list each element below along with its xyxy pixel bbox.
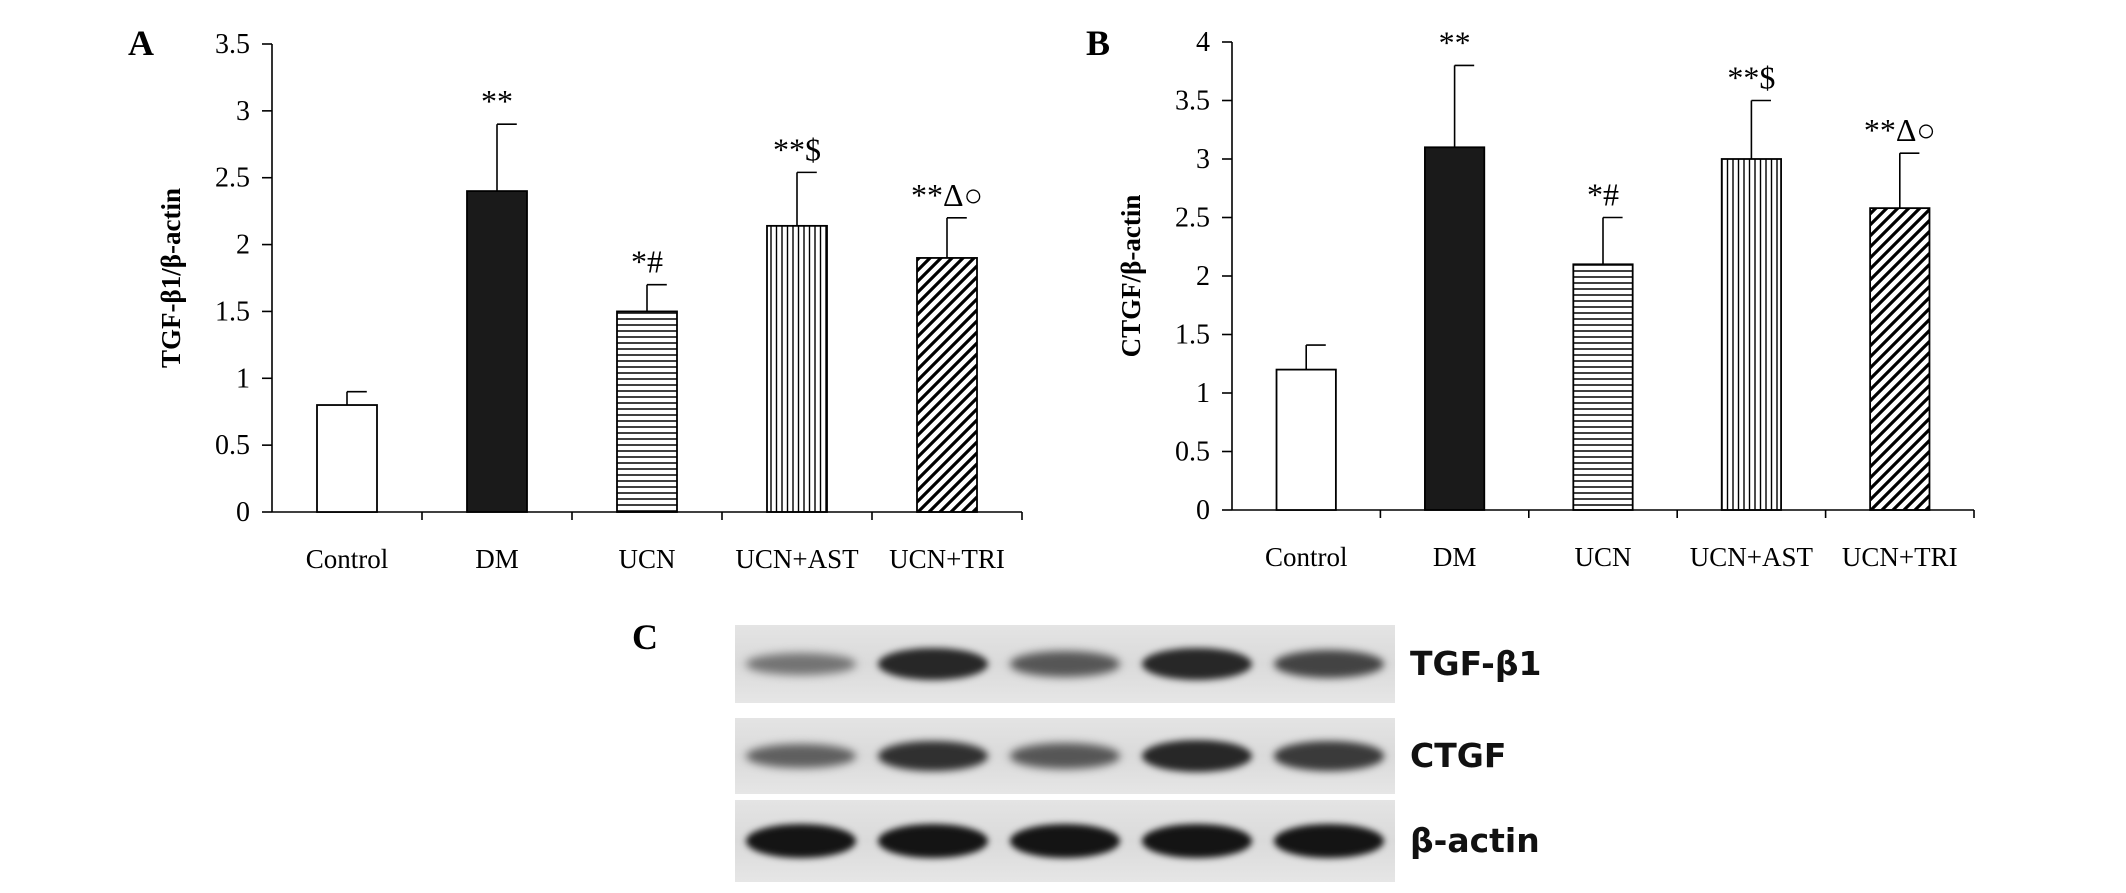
significance-marker: *# bbox=[631, 244, 663, 280]
blot-row bbox=[735, 718, 1395, 794]
panel-label-c: C bbox=[632, 617, 658, 657]
blot-row bbox=[735, 625, 1395, 703]
y-tick-label: 2.5 bbox=[215, 163, 250, 194]
bar-ucn bbox=[1572, 263, 1634, 511]
y-tick-label: 3 bbox=[236, 96, 250, 127]
panel-label-a: A bbox=[128, 23, 154, 63]
blot-band bbox=[1273, 741, 1385, 771]
significance-marker: ** bbox=[481, 83, 513, 119]
bar-control bbox=[1275, 368, 1337, 511]
significance-marker: **Δ○ bbox=[911, 177, 983, 213]
y-tick-label: 3.5 bbox=[1175, 86, 1210, 117]
y-axis-label: CTGF/β-actin bbox=[1116, 195, 1146, 358]
blot-row bbox=[735, 800, 1395, 882]
blot-band bbox=[1141, 823, 1253, 859]
y-tick-label: 2 bbox=[1196, 261, 1210, 292]
x-tick-label: Control bbox=[306, 544, 389, 574]
blot-band bbox=[745, 823, 857, 859]
x-tick-label: UCN+AST bbox=[1690, 542, 1814, 572]
y-tick-label: 0 bbox=[236, 497, 250, 528]
x-tick-label: DM bbox=[475, 544, 519, 574]
bar-ucn-ast bbox=[766, 224, 828, 513]
significance-marker: **$ bbox=[1727, 60, 1775, 96]
y-tick-label: 1.5 bbox=[215, 296, 250, 327]
blot-band bbox=[1273, 649, 1385, 679]
bar-ucn-ast bbox=[1720, 158, 1782, 511]
significance-marker: ** bbox=[1439, 24, 1471, 60]
x-tick-label: UCN+AST bbox=[735, 544, 859, 574]
x-tick-label: DM bbox=[1433, 542, 1477, 572]
blot-label: TGF-β1 bbox=[1410, 644, 1542, 683]
y-tick-label: 4 bbox=[1196, 27, 1210, 58]
x-tick-label: Control bbox=[1265, 542, 1348, 572]
y-tick-label: 2 bbox=[236, 230, 250, 261]
blot-band bbox=[1273, 823, 1385, 859]
y-tick-label: 1 bbox=[236, 363, 250, 394]
y-tick-label: 0 bbox=[1196, 495, 1210, 526]
significance-marker: **$ bbox=[773, 131, 821, 167]
x-tick-label: UCN bbox=[618, 544, 675, 574]
bar-control bbox=[316, 404, 378, 513]
y-tick-label: 1.5 bbox=[1175, 320, 1210, 351]
blot-band bbox=[745, 743, 857, 769]
y-tick-label: 1 bbox=[1196, 378, 1210, 409]
y-axis-label: TGF-β1/β-actin bbox=[156, 188, 186, 368]
bar-dm bbox=[1424, 146, 1486, 511]
y-tick-label: 3.5 bbox=[215, 29, 250, 60]
blot-band bbox=[1141, 739, 1253, 773]
chart-b: 0 0.5 1 1.5 2 2.5 3 3.5 4 CTGF/β-actin Control ** DM… bbox=[1116, 24, 1975, 572]
blot-band bbox=[877, 647, 989, 681]
blot-band bbox=[877, 740, 989, 772]
blot-label: CTGF bbox=[1410, 736, 1507, 775]
x-tick-label: UCN+TRI bbox=[889, 544, 1005, 574]
blot-band bbox=[1009, 743, 1121, 769]
panel-label-b: B bbox=[1086, 23, 1111, 63]
significance-marker: *# bbox=[1587, 177, 1619, 213]
bar-dm bbox=[466, 190, 528, 513]
x-tick-label: UCN bbox=[1574, 542, 1631, 572]
y-tick-label: 0.5 bbox=[215, 430, 250, 461]
blot-label: β-actin bbox=[1410, 821, 1540, 860]
y-tick-label: 0.5 bbox=[1175, 437, 1210, 468]
blot-band bbox=[1009, 823, 1121, 859]
x-tick-label: UCN+TRI bbox=[1842, 542, 1958, 572]
bar-ucn-tri bbox=[1869, 207, 1931, 511]
y-tick-label: 3 bbox=[1196, 144, 1210, 175]
y-tick-label: 2.5 bbox=[1175, 203, 1210, 234]
chart-a: 0 0.5 1 1.5 2 2.5 3 3.5 TGF-β1/β-actin Control ** D… bbox=[156, 29, 1023, 574]
blot-band bbox=[1141, 647, 1253, 681]
blot-band bbox=[877, 823, 989, 859]
blot-band bbox=[1009, 651, 1121, 677]
blot-band bbox=[745, 653, 857, 675]
bar-ucn-tri bbox=[916, 257, 978, 513]
significance-marker: **Δ○ bbox=[1864, 112, 1936, 148]
bar-ucn bbox=[616, 310, 678, 513]
